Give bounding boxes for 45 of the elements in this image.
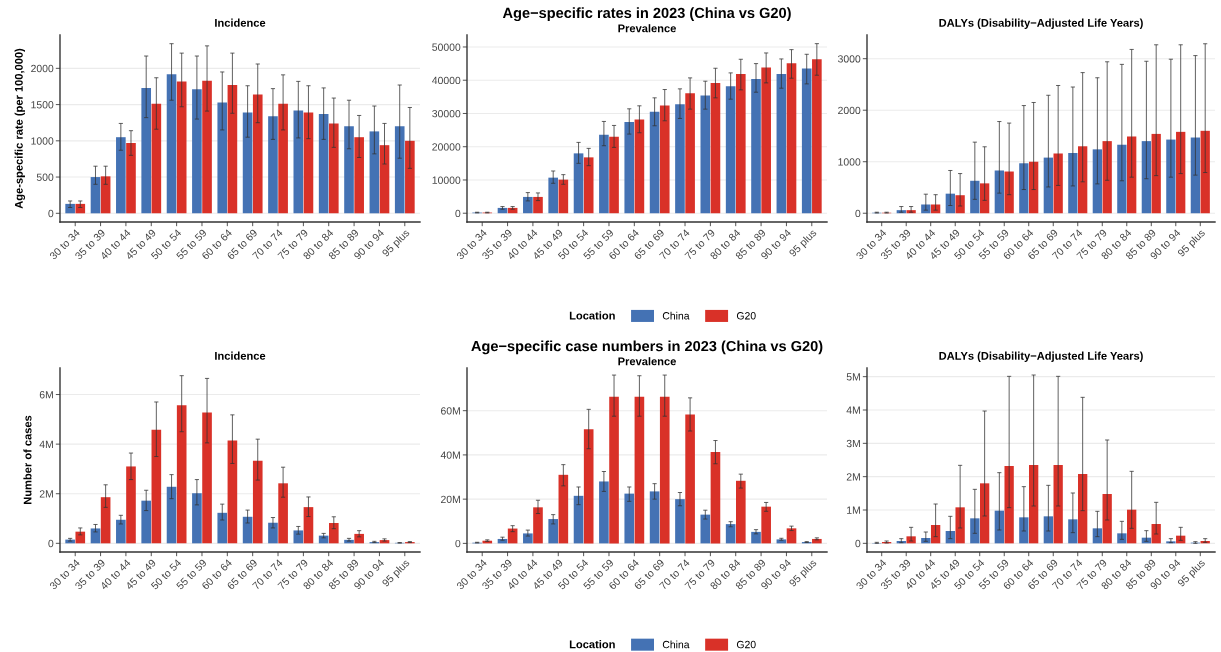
chart-title: Incidence — [215, 351, 266, 360]
y-tick-label: 2000 — [838, 106, 861, 115]
y-tick-label: 1000 — [838, 158, 861, 166]
y-tick-label: 20M — [441, 495, 460, 504]
y-tick-label: 40000 — [432, 76, 461, 85]
y-tick-label: 2000 — [31, 64, 54, 73]
y-tick-label: 2M — [39, 490, 53, 498]
y-tick-label: 50000 — [432, 43, 461, 51]
y-tick-label: 60M — [441, 407, 460, 415]
y-tick-label: 0 — [855, 539, 861, 548]
y-tick-label: 6M — [39, 391, 53, 399]
y-tick-label: 3000 — [837, 55, 861, 63]
chart-subtitle: Prevalence — [618, 357, 676, 366]
legend-title: Location — [569, 311, 615, 320]
y-tick-label: 30000 — [432, 109, 461, 118]
y-tick-label: 3M — [846, 439, 860, 448]
y-tick-label: 0 — [48, 539, 54, 548]
y-tick-label: 1000 — [31, 137, 54, 145]
y-tick-label: 1500 — [31, 101, 54, 109]
y-tick-label: 0 — [455, 539, 461, 548]
y-tick-label: 500 — [36, 173, 54, 181]
y-tick-label: 2M — [846, 473, 860, 481]
y-tick-label: 1M — [847, 506, 860, 514]
legend-label: G20 — [736, 312, 756, 320]
y-tick-label: 4M — [39, 440, 53, 448]
chart-title: Age−specific case numbers in 2023 (China vs G20) — [471, 340, 823, 355]
y-tick-label: 0 — [455, 209, 461, 218]
chart-title: Age−specific rates in 2023 (China vs G20) — [502, 7, 791, 21]
legend-label: G20 — [736, 640, 756, 649]
legend-label: China — [662, 311, 690, 320]
chart-subtitle: Prevalence — [618, 24, 676, 33]
y-tick-label: 4M — [846, 406, 860, 414]
y-tick-label: 0 — [48, 209, 54, 218]
y-axis-title: Age-specific rate (per 100,000) — [14, 48, 26, 209]
y-tick-label: 0 — [855, 209, 861, 218]
y-tick-label: 10000 — [432, 176, 461, 184]
legend-title: Location — [569, 640, 615, 649]
y-tick-label: 5M — [846, 373, 860, 381]
legend-label: China — [662, 640, 690, 649]
chart-title: DALYs (Disability−Adjusted Life Years) — [939, 18, 1143, 29]
chart-title: DALYs (Disability−Adjusted Life Years) — [939, 351, 1143, 362]
y-axis-title: Number of cases — [23, 415, 32, 505]
y-tick-label: 20000 — [432, 143, 461, 151]
y-tick-label: 40M — [440, 451, 460, 459]
chart-title: Incidence — [215, 18, 266, 27]
